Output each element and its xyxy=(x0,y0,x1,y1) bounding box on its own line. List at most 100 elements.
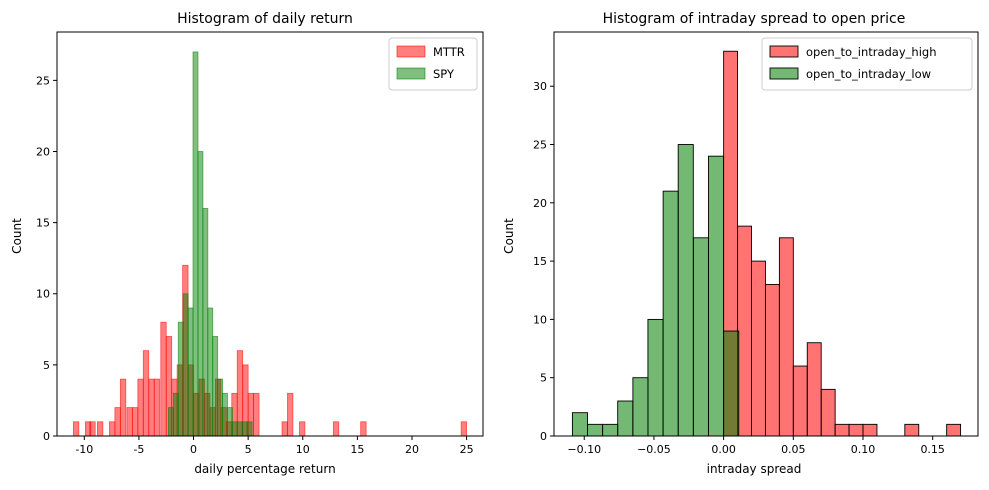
y-tick-label: 15 xyxy=(533,255,547,268)
x-tick-label: 15 xyxy=(350,443,364,456)
histogram-bar xyxy=(207,307,214,437)
x-tick-label: 10 xyxy=(296,443,310,456)
x-tick-label: 0.05 xyxy=(781,443,806,456)
histogram-bar xyxy=(226,407,233,437)
bars xyxy=(571,50,962,437)
histogram-bar xyxy=(764,283,780,437)
histogram-bar xyxy=(168,407,174,437)
y-tick-label: 15 xyxy=(36,217,50,230)
histogram-bar xyxy=(662,190,679,437)
histogram-bar xyxy=(217,378,223,437)
histogram-bar xyxy=(834,423,850,437)
chart-title: Histogram of intraday spread to open pri… xyxy=(603,11,906,27)
histogram-bar xyxy=(792,365,808,437)
legend-label: open_to_intraday_low xyxy=(806,67,931,81)
histogram-bar xyxy=(862,423,878,437)
x-tick-label: -5 xyxy=(133,443,144,456)
ticks: −0.10 −0.05 0.00 0.05 0.10 0.15 0 5 10 15 20 25 30 xyxy=(533,80,945,456)
chart-title: Histogram of daily return xyxy=(177,11,353,27)
histogram-bar xyxy=(72,421,80,437)
histogram-bar xyxy=(97,421,104,437)
y-axis-label: Count xyxy=(502,218,516,254)
histogram-bar xyxy=(197,151,204,437)
histogram-bar xyxy=(119,378,127,437)
legend-label: open_to_intraday_high xyxy=(806,45,937,59)
histogram-bar xyxy=(571,412,588,437)
y-tick-label: 25 xyxy=(533,139,547,152)
histogram-bar xyxy=(231,421,238,437)
histogram-bar xyxy=(126,407,133,437)
histogram-bar xyxy=(820,388,836,437)
y-tick-label: 10 xyxy=(36,288,50,301)
histogram-bar xyxy=(617,400,634,437)
histogram-bar xyxy=(946,423,962,437)
histogram-bar xyxy=(187,307,194,437)
x-tick-label: 0 xyxy=(190,443,197,456)
daily-return-histogram: Histogram of daily return daily percenta… xyxy=(10,11,484,476)
histogram-bar xyxy=(299,421,306,437)
x-tick-label: 0.00 xyxy=(711,443,736,456)
plot-frame xyxy=(56,31,484,437)
y-tick-label: 0 xyxy=(540,430,547,443)
histogram-bar xyxy=(142,350,150,437)
legend: open_to_intraday_high open_to_intraday_lo… xyxy=(761,37,973,91)
histogram-bar xyxy=(246,421,253,437)
x-tick-label: 25 xyxy=(460,443,474,456)
histogram-bar xyxy=(202,207,209,437)
histogram-bar xyxy=(241,421,248,437)
histogram-bar xyxy=(632,377,649,437)
legend-swatch xyxy=(396,45,426,58)
histogram-bar xyxy=(647,318,664,437)
histogram-bar xyxy=(848,423,864,437)
x-tick-label: 20 xyxy=(405,443,419,456)
histogram-bar xyxy=(904,423,920,437)
legend-label: MTTR xyxy=(433,45,465,59)
ticks: -10 -5 0 5 10 15 20 25 0 5 10 15 20 25 xyxy=(36,74,474,456)
histogram-bar xyxy=(137,378,144,437)
y-tick-label: 5 xyxy=(43,359,50,372)
x-tick-label: 0.10 xyxy=(851,443,876,456)
histogram-bar xyxy=(707,155,725,437)
y-tick-label: 25 xyxy=(36,74,50,87)
y-tick-label: 0 xyxy=(43,430,50,443)
histogram-bar xyxy=(114,407,121,437)
histogram-bar xyxy=(160,321,167,437)
plot-frame xyxy=(553,31,979,437)
histogram-bar xyxy=(806,342,822,437)
histogram-bar xyxy=(751,260,766,437)
legend-label: SPY xyxy=(433,67,455,81)
histogram-bar xyxy=(723,330,740,437)
y-axis-label: Count xyxy=(10,218,24,254)
x-tick-label: -10 xyxy=(75,443,93,456)
y-tick-label: 30 xyxy=(533,80,547,93)
x-tick-label: −0.05 xyxy=(637,443,671,456)
x-axis-label: intraday spread xyxy=(707,462,802,476)
x-axis-label: daily percentage return xyxy=(194,462,335,476)
y-tick-label: 20 xyxy=(533,197,547,210)
histogram-bar xyxy=(153,378,161,437)
legend-swatch xyxy=(769,45,799,58)
histogram-bar xyxy=(778,237,794,437)
intraday-spread-histogram: Histogram of intraday spread to open pri… xyxy=(502,11,979,476)
histogram-bar xyxy=(131,407,139,437)
histogram-bar xyxy=(602,423,619,437)
histogram-bar xyxy=(222,392,228,437)
y-tick-label: 20 xyxy=(36,145,50,158)
histogram-bar xyxy=(587,423,604,437)
y-tick-label: 10 xyxy=(533,313,547,326)
x-tick-label: −0.10 xyxy=(567,443,601,456)
bars xyxy=(72,51,468,437)
histogram-bar xyxy=(89,421,96,437)
histogram-bar xyxy=(177,321,184,437)
histogram-bar xyxy=(737,225,752,437)
x-tick-label: 0.15 xyxy=(920,443,945,456)
histogram-bar xyxy=(172,392,179,437)
legend-frame xyxy=(761,37,973,91)
legend: MTTR SPY xyxy=(388,37,478,91)
legend-swatch xyxy=(396,67,426,80)
legend-swatch xyxy=(769,67,799,80)
histogram-bar xyxy=(192,51,199,437)
histogram-bar xyxy=(360,421,367,437)
histogram-bar xyxy=(236,421,243,437)
